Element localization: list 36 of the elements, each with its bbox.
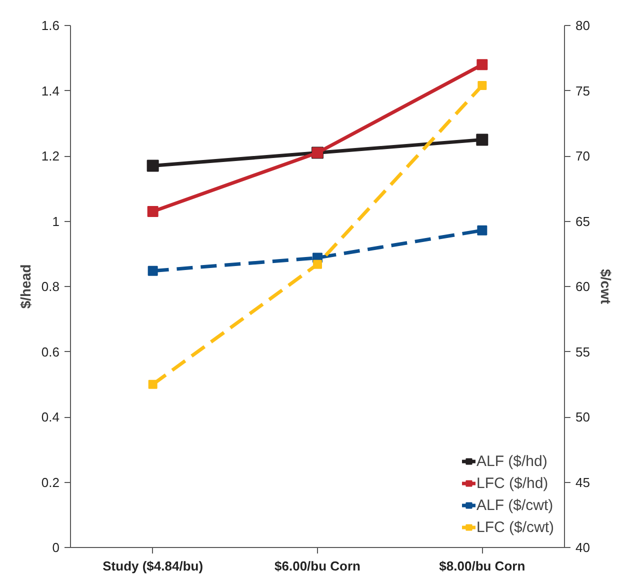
legend-label: ALF ($/hd) (476, 452, 548, 470)
y2-tick-label: 40 (576, 540, 590, 555)
point (476, 134, 488, 146)
x-tick-label: Study ($4.84/bu) (102, 558, 204, 574)
y-tick-label: 1.6 (41, 18, 60, 33)
y2-tick-label: 70 (576, 148, 590, 164)
y-tick-label: 0.4 (41, 410, 60, 424)
x-tick-label: $6.00/bu Corn (274, 558, 361, 574)
y-tick-label: 0 (52, 540, 60, 555)
point (477, 225, 488, 236)
y2-tick-label: 65 (576, 214, 590, 229)
y-tick-label: 0.6 (41, 344, 60, 360)
y-axis-title: $/head (17, 264, 34, 309)
y2-tick-label: 80 (576, 18, 590, 33)
legend-label: ALF ($/cwt) (476, 496, 554, 514)
y2-tick-label: 60 (576, 279, 590, 294)
y-tick-label: 0.8 (41, 279, 60, 294)
point (146, 160, 159, 172)
y-tick-label: 0.2 (41, 474, 60, 490)
y-tick-label: 1.4 (41, 83, 60, 98)
y2-tick-label: 75 (576, 83, 590, 98)
point (148, 266, 158, 276)
y2-tick-label: 45 (576, 474, 590, 490)
y2-axis-title: $/cwt (598, 268, 614, 304)
point (313, 260, 322, 269)
point (147, 206, 158, 217)
point (478, 81, 487, 90)
y2-tick-label: 50 (576, 410, 590, 424)
y-tick-label: 1 (52, 214, 60, 229)
y-tick-label: 1.2 (41, 148, 60, 164)
point (476, 59, 488, 70)
point (148, 380, 158, 389)
y2-tick-label: 55 (576, 344, 590, 360)
x-tick-label: $8.00/bu Corn (439, 558, 526, 574)
legend-label: LFC ($/cwt) (476, 518, 554, 536)
legend-label: LFC ($/hd) (476, 474, 548, 492)
